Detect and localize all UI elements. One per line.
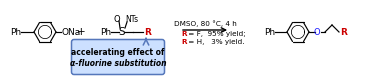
Text: Ph: Ph: [10, 28, 21, 36]
Text: O: O: [314, 28, 320, 36]
Text: ONa: ONa: [62, 28, 81, 36]
Text: R: R: [144, 28, 151, 36]
Text: Ph: Ph: [100, 28, 111, 36]
Text: DMSO, 80 °C, 4 h: DMSO, 80 °C, 4 h: [174, 20, 236, 27]
Text: O: O: [114, 14, 120, 24]
Text: R: R: [181, 39, 186, 45]
Text: R: R: [340, 28, 347, 36]
Text: accelerating effect of: accelerating effect of: [71, 48, 165, 57]
Text: R: R: [181, 31, 186, 37]
Text: = H,   3% yield.: = H, 3% yield.: [186, 39, 244, 45]
Text: NTs: NTs: [125, 14, 139, 24]
Text: S: S: [119, 27, 125, 37]
FancyBboxPatch shape: [71, 40, 164, 74]
Text: = F,  95% yield;: = F, 95% yield;: [186, 31, 245, 37]
Text: +: +: [77, 27, 85, 37]
Text: Ph: Ph: [264, 28, 275, 36]
Text: α-fluorine substitution: α-fluorine substitution: [70, 58, 166, 68]
